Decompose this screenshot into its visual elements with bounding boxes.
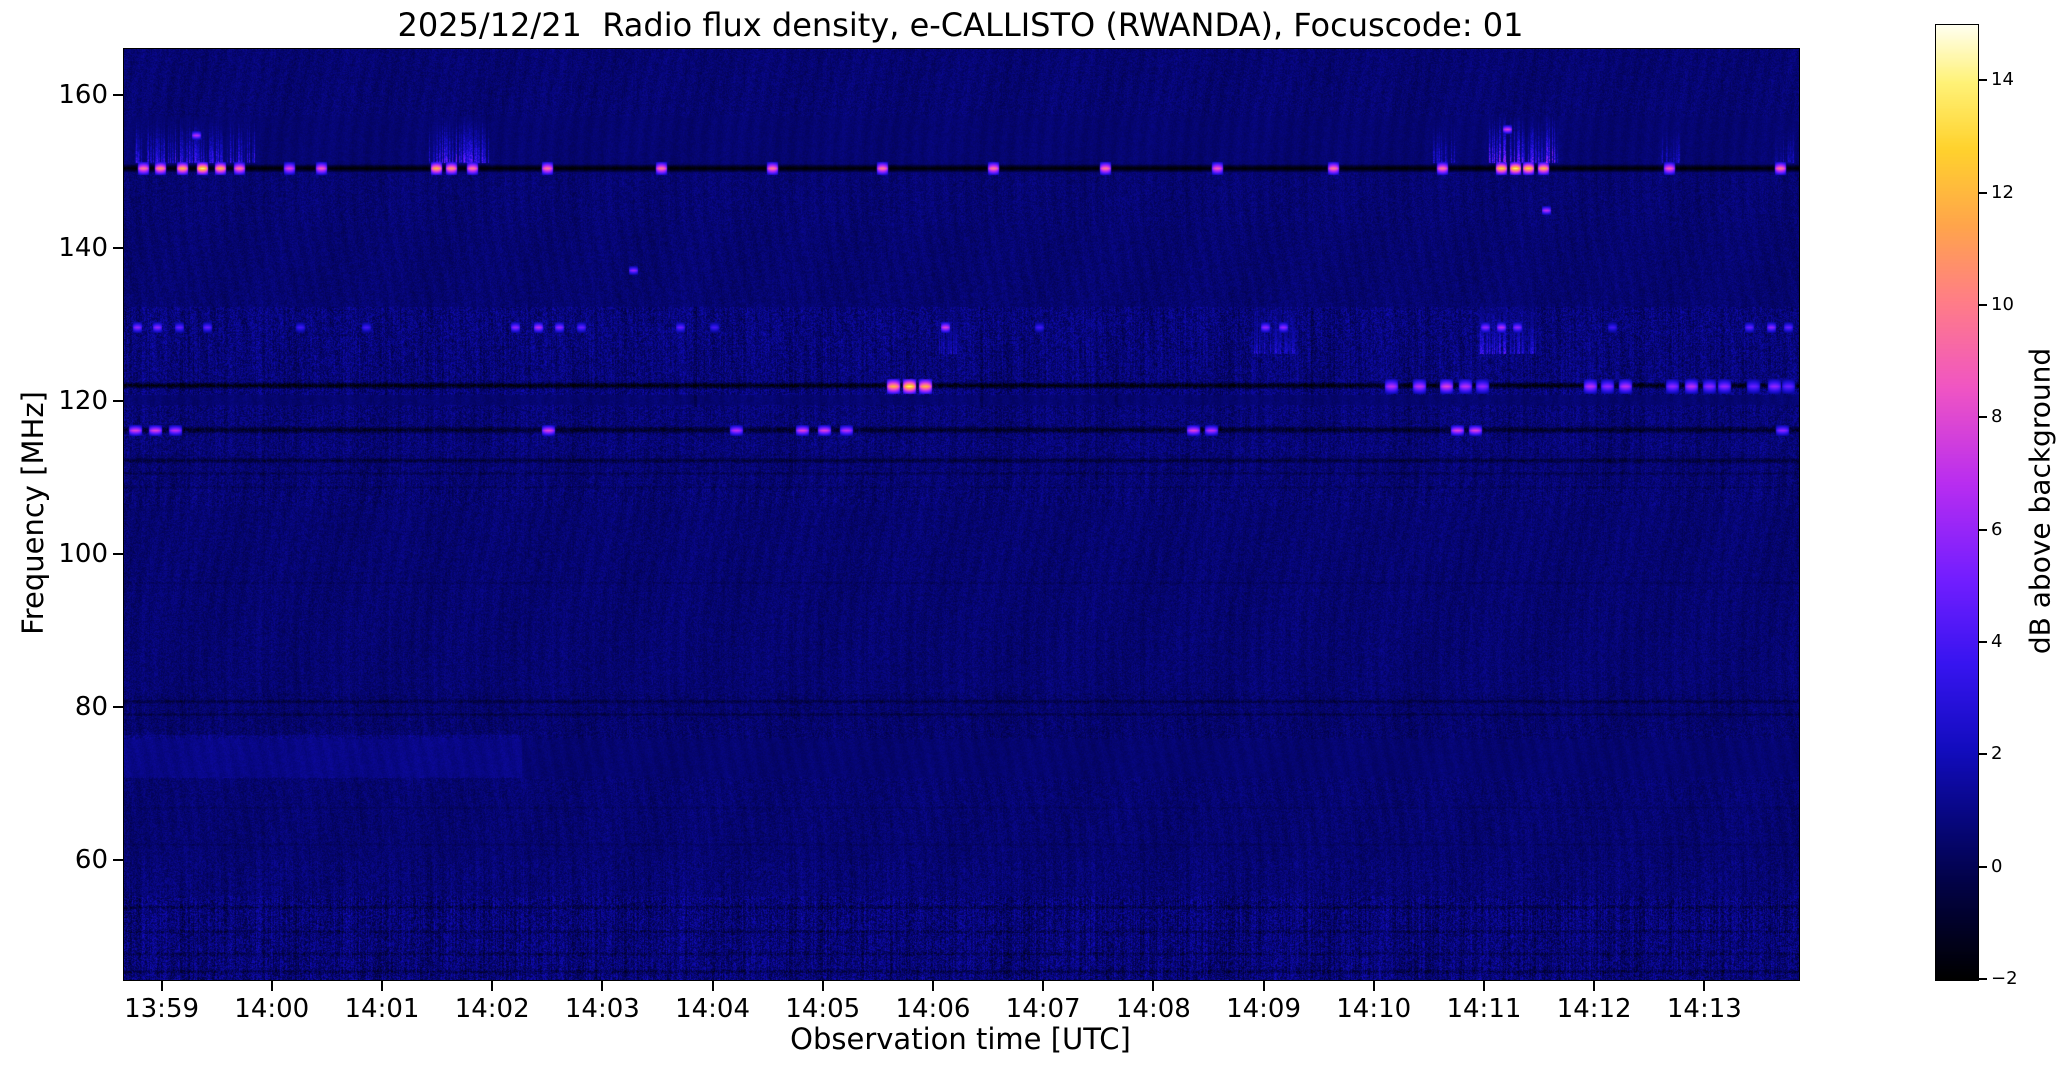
colorbar-tick-mark bbox=[1979, 753, 1987, 756]
colorbar-tick-label: 2 bbox=[1991, 743, 2003, 765]
colorbar-tick-label: 12 bbox=[1991, 181, 2014, 203]
colorbar-tick-mark bbox=[1979, 303, 1987, 306]
x-tick-mark bbox=[270, 981, 273, 991]
y-tick-mark bbox=[113, 553, 123, 556]
x-tick-label: 13:59 bbox=[124, 994, 200, 1024]
colorbar-tick-mark bbox=[1979, 978, 1987, 980]
x-tick-mark bbox=[380, 981, 383, 991]
colorbar-tick-label: 14 bbox=[1991, 69, 2014, 91]
colorbar-tick-mark bbox=[1979, 528, 1987, 531]
x-tick-label: 14:11 bbox=[1446, 994, 1522, 1024]
colorbar-tick-mark bbox=[1979, 640, 1987, 643]
x-tick-mark bbox=[711, 981, 714, 991]
colorbar-tick-label: −2 bbox=[1991, 968, 2018, 989]
colorbar bbox=[1935, 24, 1979, 981]
y-tick-label: 100 bbox=[58, 539, 108, 570]
x-tick-label: 14:10 bbox=[1336, 994, 1412, 1024]
x-tick-mark bbox=[1042, 981, 1045, 991]
y-tick-mark bbox=[113, 247, 123, 250]
x-tick-label: 14:00 bbox=[234, 994, 310, 1024]
x-tick-mark bbox=[931, 981, 934, 991]
x-tick-label: 14:01 bbox=[344, 994, 420, 1024]
chart-title: 2025/12/21 Radio flux density, e-CALLIST… bbox=[397, 6, 1524, 44]
x-tick-label: 14:06 bbox=[895, 994, 971, 1024]
spectrogram-canvas bbox=[124, 49, 1799, 980]
x-tick-mark bbox=[1482, 981, 1485, 991]
colorbar-tick-label: 8 bbox=[1991, 406, 2003, 428]
y-tick-label: 60 bbox=[74, 845, 108, 876]
colorbar-label: dB above background bbox=[2023, 347, 2057, 655]
x-tick-mark bbox=[1372, 981, 1375, 991]
x-tick-label: 14:07 bbox=[1005, 994, 1081, 1024]
x-tick-label: 14:05 bbox=[785, 994, 861, 1024]
y-axis-label: Frequency [MHz] bbox=[16, 391, 50, 635]
y-tick-mark bbox=[113, 400, 123, 403]
x-tick-mark bbox=[1262, 981, 1265, 991]
colorbar-tick-mark bbox=[1979, 416, 1987, 419]
colorbar-tick-label: 4 bbox=[1991, 630, 2003, 652]
x-tick-mark bbox=[601, 981, 604, 991]
x-tick-label: 14:13 bbox=[1666, 994, 1742, 1024]
colorbar-tick-mark bbox=[1979, 865, 1987, 868]
x-tick-mark bbox=[1703, 981, 1706, 991]
x-tick-label: 14:02 bbox=[454, 994, 530, 1024]
y-tick-mark bbox=[113, 94, 123, 97]
colorbar-tick-label: 0 bbox=[1991, 855, 2003, 877]
colorbar-tick-label: 10 bbox=[1991, 293, 2014, 315]
y-tick-label: 160 bbox=[58, 80, 108, 111]
y-tick-mark bbox=[113, 859, 123, 862]
x-tick-label: 14:08 bbox=[1115, 994, 1191, 1024]
y-tick-label: 120 bbox=[58, 386, 108, 417]
x-tick-mark bbox=[160, 981, 163, 991]
colorbar-tick-label: 6 bbox=[1991, 518, 2003, 540]
colorbar-tick-mark bbox=[1979, 191, 1987, 194]
x-tick-label: 14:09 bbox=[1226, 994, 1301, 1024]
x-tick-label: 14:12 bbox=[1556, 994, 1632, 1024]
y-tick-label: 140 bbox=[58, 233, 108, 264]
x-tick-mark bbox=[1593, 981, 1596, 991]
plot-area bbox=[123, 48, 1800, 981]
x-tick-mark bbox=[491, 981, 494, 991]
y-tick-mark bbox=[113, 706, 123, 709]
x-tick-label: 14:04 bbox=[675, 994, 751, 1024]
x-axis-label: Observation time [UTC] bbox=[790, 1022, 1131, 1056]
x-tick-mark bbox=[821, 981, 824, 991]
colorbar-gradient-canvas bbox=[1936, 25, 1978, 980]
x-tick-mark bbox=[1152, 981, 1155, 991]
y-tick-label: 80 bbox=[74, 692, 108, 723]
colorbar-tick-mark bbox=[1979, 79, 1987, 82]
x-tick-label: 14:03 bbox=[564, 994, 640, 1024]
